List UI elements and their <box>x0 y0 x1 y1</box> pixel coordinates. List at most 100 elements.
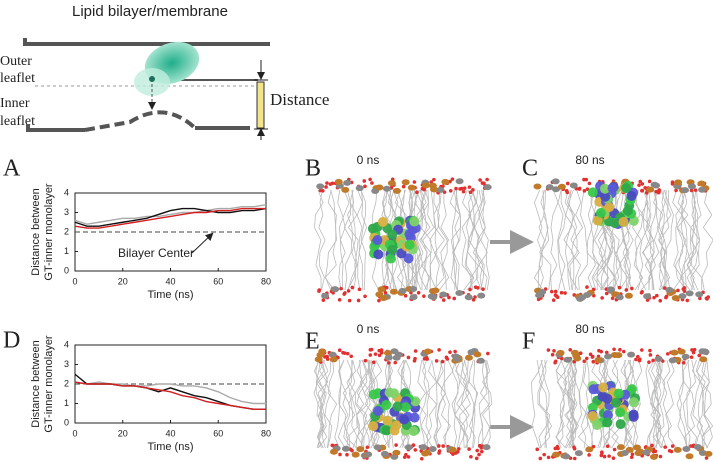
head-atom <box>413 356 417 361</box>
lipid-tail <box>443 359 454 449</box>
head-atom <box>437 449 442 453</box>
head-group <box>364 451 373 458</box>
head-group <box>356 446 365 453</box>
head-atom <box>582 359 587 364</box>
lipid-tail <box>563 359 575 449</box>
lipid-tail <box>453 359 461 449</box>
x-tick-label: 40 <box>165 428 175 438</box>
head-atom <box>682 289 687 294</box>
lipid-tail <box>665 359 677 449</box>
head-atom <box>682 286 687 290</box>
protein-atom <box>385 253 396 264</box>
head-atom <box>553 289 558 294</box>
head-atom <box>415 190 419 195</box>
head-atom <box>469 454 473 459</box>
lipid-tail <box>451 359 462 449</box>
head-group <box>409 294 418 301</box>
protein-atom <box>392 401 403 412</box>
head-atom <box>403 294 408 298</box>
head-atom <box>321 298 326 302</box>
head-group <box>379 295 388 302</box>
head-group <box>551 186 560 193</box>
head-group <box>538 289 547 296</box>
lipid-tail <box>478 359 491 449</box>
lipid-tail <box>531 359 540 449</box>
head-group <box>422 182 431 189</box>
head-atom <box>604 291 609 296</box>
head-group <box>533 183 542 190</box>
head-group <box>674 179 683 186</box>
lipid-tail <box>643 189 655 291</box>
protein-atom <box>389 425 400 436</box>
head-atom <box>629 455 634 460</box>
head-atom <box>486 351 490 356</box>
head-atom <box>577 186 582 191</box>
head-group <box>334 178 343 185</box>
lipid-tail <box>314 189 324 291</box>
head-atom <box>691 350 696 355</box>
head-atom <box>419 456 424 461</box>
lipid-tail <box>464 189 475 291</box>
head-atom <box>559 290 564 295</box>
protein-atom <box>381 425 392 436</box>
head-group <box>375 184 384 191</box>
lipid-tail <box>482 359 493 449</box>
panel-letter: D <box>3 328 20 354</box>
protein-atom <box>400 402 411 413</box>
head-atom <box>674 188 678 193</box>
head-atom <box>591 444 596 449</box>
head-atom <box>401 184 406 189</box>
head-atom <box>342 351 347 355</box>
head-atom <box>600 296 604 300</box>
protein-atom <box>381 400 392 411</box>
y-axis-label: Distance between <box>30 188 42 275</box>
lipid-tail <box>478 189 488 291</box>
protein-atom <box>388 388 399 399</box>
head-atom <box>349 354 354 359</box>
head-atom <box>481 287 485 291</box>
lipid-tail <box>449 189 461 291</box>
head-atom <box>406 355 411 360</box>
head-atom <box>553 446 558 451</box>
lipid-tail <box>416 189 428 291</box>
lipid-tail <box>358 189 367 291</box>
lipid-tail <box>590 189 600 291</box>
panel-letter: A <box>3 156 21 182</box>
head-group <box>343 179 352 186</box>
lipid-tail <box>440 359 452 449</box>
x-tick-label: 60 <box>213 428 223 438</box>
head-atom <box>328 182 333 186</box>
lipid-tail <box>356 189 363 291</box>
protein-atom <box>602 410 613 421</box>
head-atom <box>357 287 362 292</box>
head-atom <box>648 348 652 353</box>
lipid-tail <box>567 359 578 449</box>
head-atom <box>692 347 697 352</box>
head-group <box>373 444 382 451</box>
head-group <box>604 353 613 360</box>
head-atom <box>685 298 690 303</box>
head-group <box>646 186 655 193</box>
head-atom <box>664 294 669 299</box>
head-atom <box>471 298 476 302</box>
lipid-tail <box>658 189 668 291</box>
head-group <box>355 185 364 192</box>
head-atom <box>368 347 373 352</box>
head-atom <box>379 348 384 352</box>
head-group <box>482 444 491 451</box>
head-atom <box>318 188 323 193</box>
lipid-tail <box>356 359 365 449</box>
lipid-tail <box>677 189 689 291</box>
lipid-tail <box>555 359 568 449</box>
head-atom <box>347 298 352 303</box>
head-group <box>681 353 690 360</box>
y-tick-label: 4 <box>64 339 69 349</box>
head-atom <box>454 186 458 191</box>
lipid-tail <box>686 359 698 449</box>
head-group <box>633 444 642 451</box>
head-atom <box>350 285 355 290</box>
protein-atom <box>622 205 633 216</box>
lipid-tail <box>557 189 566 291</box>
head-group <box>652 182 661 189</box>
series-line <box>74 381 266 405</box>
